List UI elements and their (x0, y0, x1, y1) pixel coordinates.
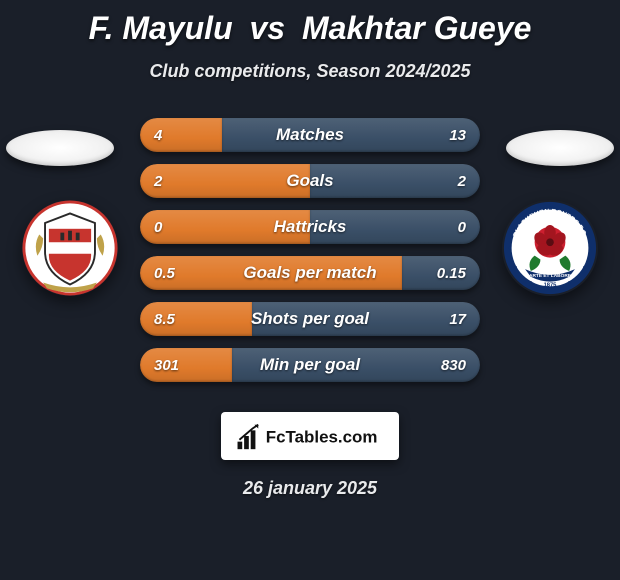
svg-text:ARTE ET LABORE: ARTE ET LABORE (529, 273, 571, 279)
right-club-crest: ARTE ET LABORE 1875 BLACKBURN ROVERS F.C… (502, 200, 598, 296)
stat-label: Shots per goal (140, 302, 480, 336)
fctables-logo: FcTables.com (230, 417, 390, 455)
stat-left-value: 8.5 (154, 302, 175, 336)
right-flag (506, 130, 614, 166)
comparison-title: F. Mayulu vs Makhtar Gueye (0, 0, 620, 47)
stat-left-value: 2 (154, 164, 162, 198)
brand-text: FcTables.com (266, 428, 378, 447)
content-area: ARTE ET LABORE 1875 BLACKBURN ROVERS F.C… (0, 112, 620, 392)
svg-text:1875: 1875 (544, 282, 558, 288)
stat-left-value: 0.5 (154, 256, 175, 290)
player1-name: F. Mayulu (89, 10, 233, 46)
stat-label: Goals (140, 164, 480, 198)
stat-bar: Matches4 13 (140, 118, 480, 152)
stat-bar: Min per goal301 830 (140, 348, 480, 382)
stat-right-value: 2 (458, 164, 466, 198)
left-flag (6, 130, 114, 166)
stat-bars: Matches4 13 Goals2 2 Hattricks0 0 Goals per ma… (140, 118, 480, 382)
stat-bar: Hattricks0 0 (140, 210, 480, 244)
stat-right-value: 0.15 (437, 256, 466, 290)
brand-logo-box: FcTables.com (221, 412, 399, 460)
stat-label: Matches (140, 118, 480, 152)
stat-bar: Goals per match0.5 0.15 (140, 256, 480, 290)
stat-right-value: 13 (449, 118, 466, 152)
stat-label: Goals per match (140, 256, 480, 290)
vs-text: vs (250, 10, 286, 46)
stat-right-value: 830 (441, 348, 466, 382)
left-club-crest (22, 200, 118, 296)
stat-bar: Shots per goal8.5 17 (140, 302, 480, 336)
stat-left-value: 4 (154, 118, 162, 152)
stat-left-value: 0 (154, 210, 162, 244)
stat-right-value: 17 (449, 302, 466, 336)
player2-name: Makhtar Gueye (302, 10, 531, 46)
stat-label: Hattricks (140, 210, 480, 244)
date-text: 26 january 2025 (0, 478, 620, 499)
subtitle: Club competitions, Season 2024/2025 (0, 61, 620, 82)
stat-bar: Goals2 2 (140, 164, 480, 198)
stat-left-value: 301 (154, 348, 179, 382)
stat-label: Min per goal (140, 348, 480, 382)
stat-right-value: 0 (458, 210, 466, 244)
